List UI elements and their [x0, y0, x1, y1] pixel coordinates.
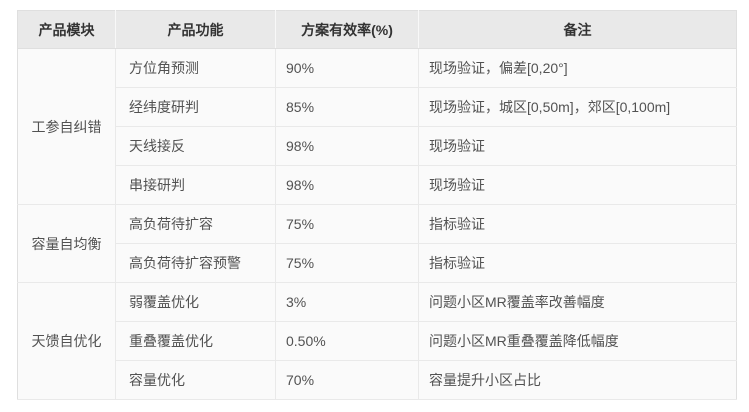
col-header-rate: 方案有效率(%) — [275, 10, 419, 49]
note-cell: 问题小区MR重叠覆盖降低幅度 — [418, 321, 737, 361]
function-cell: 重叠覆盖优化 — [115, 321, 276, 361]
function-cell: 经纬度研判 — [115, 87, 276, 127]
note-cell: 现场验证，城区[0,50m]，郊区[0,100m] — [418, 87, 737, 127]
note-cell: 现场验证 — [418, 126, 737, 166]
rate-cell: 90% — [275, 48, 419, 88]
rate-cell: 85% — [275, 87, 419, 127]
function-cell: 容量优化 — [115, 360, 276, 400]
col-header-function: 产品功能 — [115, 10, 276, 49]
table-row: 经纬度研判 85% 现场验证，城区[0,50m]，郊区[0,100m] — [18, 87, 737, 127]
note-cell: 问题小区MR覆盖率改善幅度 — [418, 282, 737, 322]
note-cell: 指标验证 — [418, 243, 737, 283]
module-cell-group3: 天馈自优化 — [17, 282, 116, 400]
header-row: 产品模块 产品功能 方案有效率(%) 备注 — [17, 10, 737, 49]
rate-cell: 98% — [275, 165, 419, 205]
rate-cell: 3% — [275, 282, 419, 322]
note-cell: 现场验证，偏差[0,20°] — [418, 48, 737, 88]
table-row: 高负荷待扩容预警 75% 指标验证 — [18, 243, 737, 283]
note-cell: 现场验证 — [418, 165, 737, 205]
table-row: 天线接反 98% 现场验证 — [18, 126, 737, 166]
table-row: 串接研判 98% 现场验证 — [18, 165, 737, 205]
function-cell: 弱覆盖优化 — [115, 282, 276, 322]
table-row: 工参自纠错 方位角预测 90% 现场验证，偏差[0,20°] — [17, 48, 737, 205]
product-effectiveness-table-wrap: 产品模块 产品功能 方案有效率(%) 备注 工参自纠错 方位角预测 90% 现场… — [17, 10, 737, 400]
note-cell: 指标验证 — [418, 204, 737, 244]
rate-cell: 0.50% — [275, 321, 419, 361]
function-cell: 高负荷待扩容预警 — [115, 243, 276, 283]
module-cell-group1: 工参自纠错 — [17, 48, 116, 205]
table-row: 容量优化 70% 容量提升小区占比 — [18, 360, 737, 400]
function-cell: 串接研判 — [115, 165, 276, 205]
function-cell: 天线接反 — [115, 126, 276, 166]
col-header-note: 备注 — [418, 10, 737, 49]
function-cell: 高负荷待扩容 — [115, 204, 276, 244]
product-effectiveness-table: 产品模块 产品功能 方案有效率(%) 备注 工参自纠错 方位角预测 90% 现场… — [17, 10, 737, 400]
table-row: 天馈自优化 弱覆盖优化 3% 问题小区MR覆盖率改善幅度 — [17, 282, 737, 400]
rate-cell: 98% — [275, 126, 419, 166]
function-cell: 方位角预测 — [115, 48, 276, 88]
module-cell-group2: 容量自均衡 — [17, 204, 116, 283]
table-row: 容量自均衡 高负荷待扩容 75% 指标验证 — [17, 204, 737, 283]
note-cell: 容量提升小区占比 — [418, 360, 737, 400]
rate-cell: 75% — [275, 243, 419, 283]
rate-cell: 70% — [275, 360, 419, 400]
col-header-module: 产品模块 — [17, 10, 116, 49]
table-row: 重叠覆盖优化 0.50% 问题小区MR重叠覆盖降低幅度 — [18, 321, 737, 361]
rate-cell: 75% — [275, 204, 419, 244]
